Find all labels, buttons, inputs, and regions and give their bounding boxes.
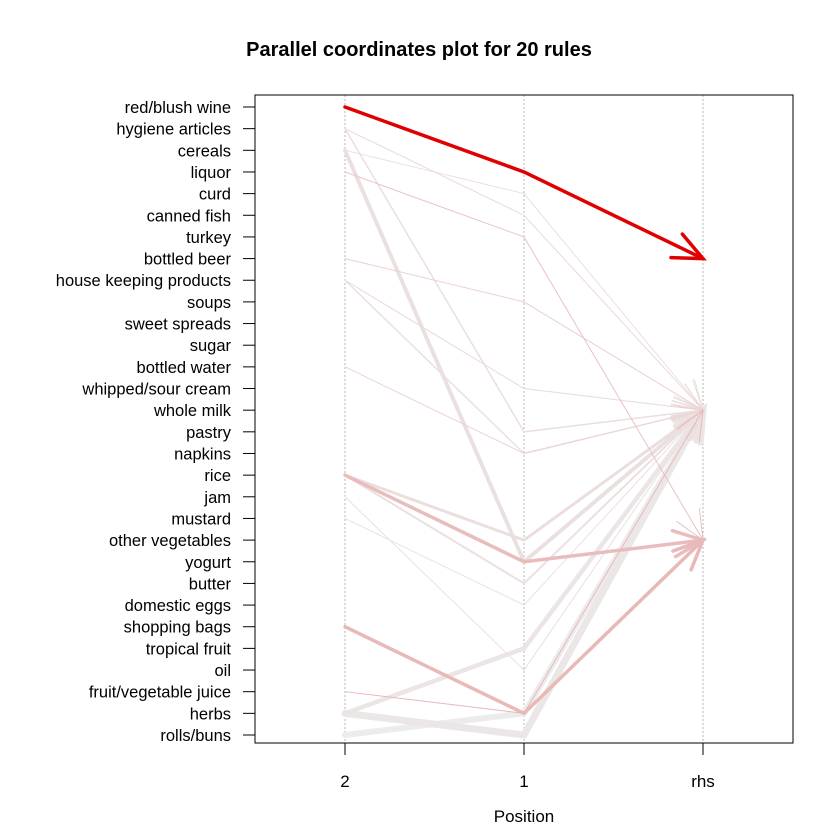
rule-line <box>344 279 704 411</box>
y-tick-label: canned fish <box>147 207 231 225</box>
y-tick-label: butter <box>189 575 232 593</box>
rule-16 <box>344 409 704 714</box>
y-tick-label: yogurt <box>185 554 231 572</box>
y-axis: red/blush wine hygiene articles cereals liq… <box>56 99 255 745</box>
y-tick-label: tropical fruit <box>146 640 232 658</box>
y-tick-label: herbs <box>190 705 231 723</box>
y-tick-label: house keeping products <box>56 272 231 290</box>
rule-line <box>344 127 704 433</box>
y-tick-label: fruit/vegetable juice <box>89 684 231 702</box>
rule-0 <box>343 105 707 261</box>
y-tick-label: liquor <box>191 164 232 182</box>
rule-line <box>344 128 704 411</box>
y-tick-label: jam <box>203 489 231 507</box>
y-tick-label: bottled beer <box>144 251 232 269</box>
rule-line <box>344 171 704 541</box>
y-tick-label: shopping bags <box>124 619 231 637</box>
y-tick-label: mustard <box>171 510 231 528</box>
y-tick-label: cereals <box>178 142 231 160</box>
rule-lines <box>341 105 708 739</box>
y-tick-label: bottled water <box>137 359 232 377</box>
x-tick-label: 1 <box>519 772 528 791</box>
y-tick-label: oil <box>214 662 231 680</box>
rule-line <box>344 366 704 454</box>
y-tick-label: rolls/buns <box>160 727 231 745</box>
rule-line <box>343 408 705 542</box>
rule-line <box>344 409 704 671</box>
rule-line <box>344 258 704 411</box>
y-tick-label: sweet spreads <box>125 316 231 334</box>
y-tick-label: soups <box>187 294 231 312</box>
x-axis: 2 1 rhs <box>340 743 715 791</box>
y-tick-label: other vegetables <box>109 532 231 550</box>
y-tick-label: napkins <box>174 445 231 463</box>
chart-title: Parallel coordinates plot for 20 rules <box>246 39 592 61</box>
rule-arrowhead <box>676 409 704 443</box>
y-tick-label: whole milk <box>153 402 232 420</box>
x-axis-label: Position <box>494 807 554 826</box>
y-tick-label: rice <box>204 467 231 485</box>
rule-line <box>342 407 706 716</box>
rule-line <box>344 149 704 411</box>
rule-line <box>343 473 705 564</box>
rule-arrowhead <box>669 232 707 261</box>
rule-line <box>344 409 704 606</box>
rule-arrowhead <box>671 537 707 572</box>
rule-line <box>344 409 704 714</box>
x-tick-label: rhs <box>691 772 715 791</box>
y-tick-label: curd <box>199 186 231 204</box>
y-tick-label: turkey <box>186 229 232 247</box>
y-tick-label: whipped/sour cream <box>81 381 231 399</box>
y-tick-label: pastry <box>186 424 232 442</box>
rule-line <box>343 105 705 261</box>
rule-line <box>344 409 704 585</box>
y-tick-label: hygiene articles <box>116 121 231 139</box>
x-tick-label: 2 <box>340 772 349 791</box>
y-tick-label: sugar <box>190 337 232 355</box>
rule-line <box>341 406 707 739</box>
rule-11 <box>344 279 705 421</box>
y-tick-label: red/blush wine <box>125 99 231 117</box>
y-tick-label: domestic eggs <box>125 597 231 615</box>
